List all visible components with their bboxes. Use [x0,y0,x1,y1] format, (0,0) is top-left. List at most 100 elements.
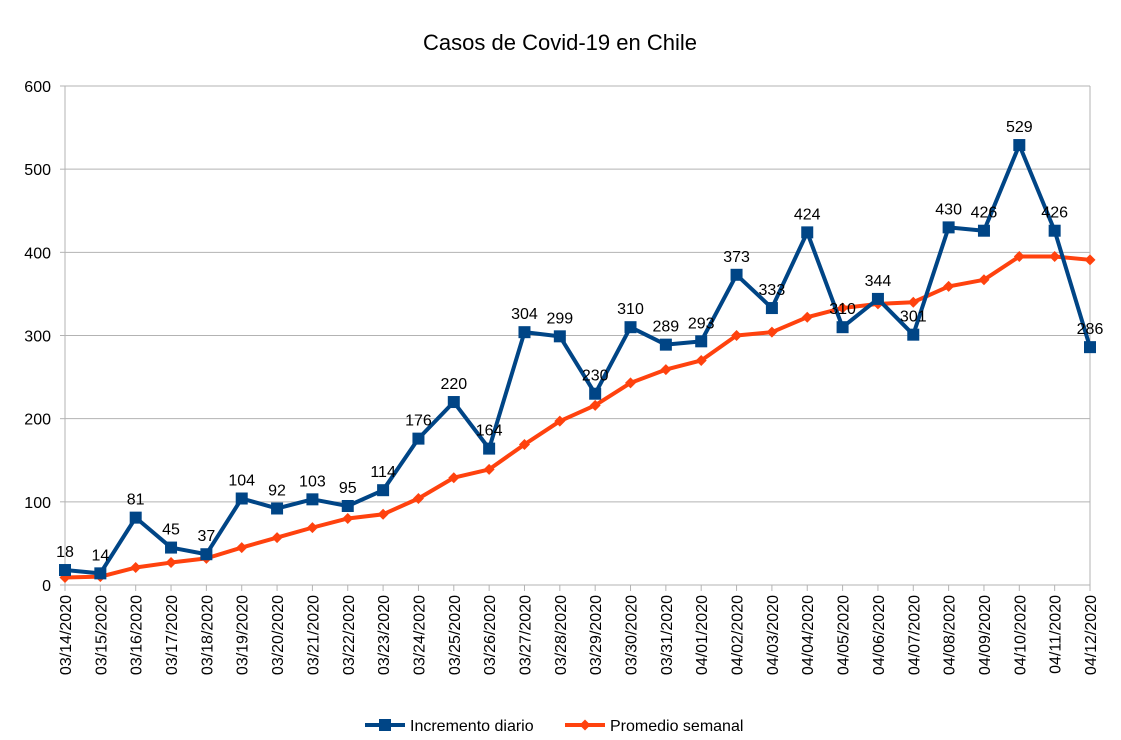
x-tick-label: 03/18/2020 [199,595,216,675]
legend-label: Incremento diario [410,718,534,735]
data-label: 310 [829,301,856,318]
data-label: 45 [162,522,180,539]
data-point [448,472,460,484]
data-point [766,326,778,338]
data-label: 92 [268,482,286,499]
y-tick-label: 400 [24,245,51,262]
data-point [801,311,813,323]
x-tick-label: 04/10/2020 [1012,595,1029,675]
y-tick-label: 500 [24,162,51,179]
data-point [659,338,672,351]
data-label: 164 [476,423,503,440]
x-tick-label: 04/09/2020 [977,595,994,675]
data-point [377,484,390,497]
x-tick-label: 03/31/2020 [659,595,676,675]
data-label: 18 [56,544,74,561]
data-point [94,567,107,580]
series-layer [59,139,1096,584]
data-point [518,438,530,450]
series-line [64,143,1092,576]
x-tick-label: 04/12/2020 [1083,595,1100,675]
data-point [978,274,990,286]
data-label: 373 [723,249,750,266]
data-label: 103 [299,473,326,490]
data-point [306,493,319,506]
y-axis: 0 100 200 300 400 500 600 [24,79,65,595]
data-point [907,296,919,308]
data-label: 301 [900,309,927,326]
data-label: 37 [197,528,215,545]
data-point [236,542,248,554]
data-point [731,330,743,341]
data-label: 81 [127,492,145,509]
data-point [765,302,778,315]
data-label: 220 [440,376,467,393]
x-tick-label: 03/17/2020 [164,595,181,675]
x-tick-label: 03/21/2020 [305,595,322,675]
grid [64,85,1091,586]
data-point [942,221,955,234]
data-point [1013,250,1025,262]
data-label: 344 [865,273,892,290]
data-point [801,226,814,239]
x-tick-label: 03/24/2020 [411,595,428,675]
chart-title: Casos de Covid-19 en Chile [423,30,697,55]
x-tick-label: 04/04/2020 [800,595,817,675]
data-label: 299 [546,310,573,327]
data-label: 289 [653,319,680,336]
data-point [483,442,496,455]
x-tick-label: 03/20/2020 [270,595,287,675]
x-tick-label: 03/25/2020 [447,595,464,675]
x-tick-label: 04/05/2020 [836,595,853,675]
x-tick-label: 03/26/2020 [482,595,499,675]
data-label: 333 [759,282,786,299]
data-label: 176 [405,413,432,430]
data-point [165,557,177,569]
data-label: 304 [511,306,538,323]
data-point [1049,250,1061,262]
data-point [836,321,849,334]
data-point [483,463,495,475]
data-point [977,224,990,237]
data-point [412,432,425,445]
data-point [907,328,920,341]
data-point [589,399,601,411]
data-point [730,268,743,281]
y-tick-label: 600 [24,79,51,96]
data-point [943,280,955,292]
data-label: 430 [935,201,962,218]
x-tick-label: 03/22/2020 [341,595,358,675]
data-label: 114 [370,464,396,481]
data-label: 310 [617,301,644,318]
data-label: 424 [794,206,821,223]
data-label: 426 [1041,205,1068,222]
data-point [1013,139,1026,152]
data-point [624,321,637,334]
data-point [377,508,389,520]
y-tick-label: 0 [42,578,51,595]
x-tick-label: 03/27/2020 [517,595,534,675]
data-point [235,492,248,505]
data-point [447,396,460,409]
data-label: 293 [688,315,715,332]
x-tick-label: 04/06/2020 [871,595,888,675]
x-tick-label: 03/14/2020 [58,595,75,675]
y-tick-label: 200 [24,412,51,429]
legend-label: Promedio semanal [610,718,743,735]
data-label: 529 [1006,119,1033,136]
data-point [342,512,354,524]
data-label: 230 [582,368,609,385]
x-tick-label: 04/03/2020 [765,595,782,675]
x-tick-label: 03/23/2020 [376,595,393,675]
y-tick-label: 100 [24,495,51,512]
x-tick-label: 04/01/2020 [694,595,711,675]
x-tick-label: 03/16/2020 [129,595,146,675]
data-point [1084,341,1096,354]
data-point [129,511,142,524]
data-point [553,330,566,343]
data-point [695,335,708,348]
x-tick-label: 03/29/2020 [588,595,605,675]
data-point [306,522,318,534]
legend-marker [379,719,391,731]
